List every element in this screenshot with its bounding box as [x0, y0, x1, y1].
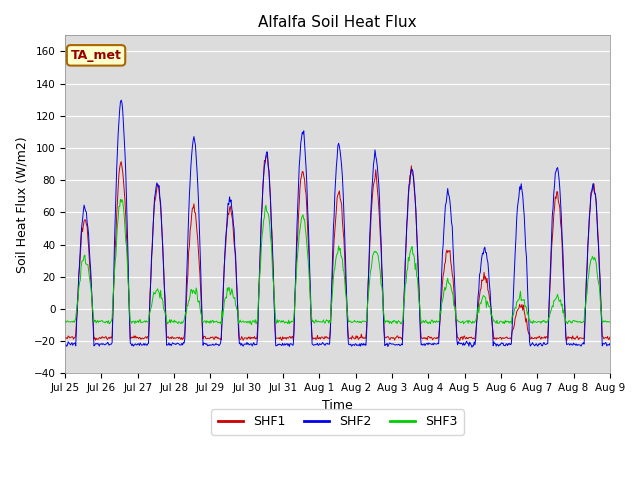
- SHF3: [266, 222, 273, 228]
- SHF2: [61, 342, 69, 348]
- SHF2: [468, 344, 476, 350]
- SHF2: [131, 342, 138, 348]
- SHF3: [61, 318, 69, 324]
- SHF3: [288, 318, 296, 324]
- Title: Alfalfa Soil Heat Flux: Alfalfa Soil Heat Flux: [258, 15, 417, 30]
- X-axis label: Time: Time: [322, 398, 353, 412]
- SHF2: [266, 184, 273, 190]
- SHF1: [449, 275, 457, 281]
- SHF1: [129, 335, 137, 341]
- SHF1: [456, 338, 463, 344]
- SHF2: [449, 244, 457, 250]
- SHF1: [263, 152, 271, 158]
- SHF1: [236, 337, 244, 343]
- SHF2: [417, 333, 424, 338]
- Line: SHF3: SHF3: [65, 199, 640, 325]
- Legend: SHF1, SHF2, SHF3: SHF1, SHF2, SHF3: [211, 409, 463, 435]
- SHF2: [288, 341, 296, 347]
- Y-axis label: Soil Heat Flux (W/m2): Soil Heat Flux (W/m2): [15, 136, 28, 273]
- Text: TA_met: TA_met: [70, 49, 122, 62]
- SHF2: [117, 97, 125, 103]
- SHF1: [417, 325, 424, 331]
- SHF3: [237, 319, 244, 325]
- Line: SHF2: SHF2: [65, 100, 640, 347]
- SHF3: [116, 196, 124, 202]
- SHF3: [131, 318, 138, 324]
- SHF3: [449, 292, 457, 298]
- SHF2: [237, 342, 244, 348]
- SHF1: [288, 334, 296, 340]
- SHF3: [635, 323, 640, 328]
- SHF3: [417, 312, 424, 318]
- Line: SHF1: SHF1: [65, 155, 640, 341]
- SHF1: [61, 335, 69, 341]
- SHF1: [266, 180, 273, 185]
